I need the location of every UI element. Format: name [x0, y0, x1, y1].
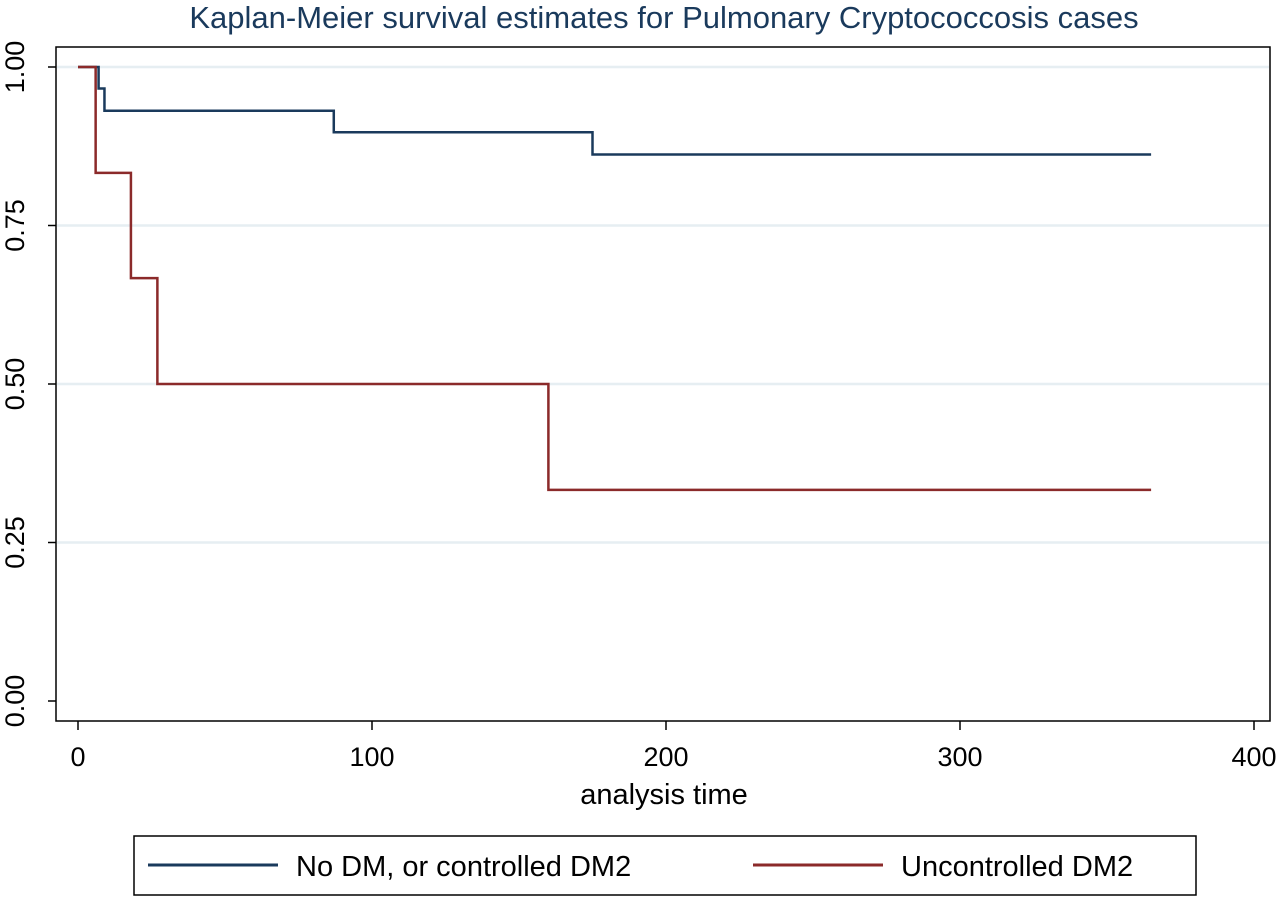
x-axis-label: analysis time [580, 779, 748, 811]
x-tick-label: 400 [1231, 742, 1276, 772]
x-tick-label: 100 [349, 742, 394, 772]
legend-label-uncontrolled-dm2: Uncontrolled DM2 [901, 851, 1133, 883]
series-layer [78, 65, 1152, 492]
y-tick-label: 0.50 [0, 358, 30, 411]
x-tick-label: 0 [70, 742, 85, 772]
legend-label-no-dm: No DM, or controlled DM2 [296, 851, 631, 883]
chart-title: Kaplan-Meier survival estimates for Pulm… [189, 0, 1138, 35]
series-uncontrolled-dm2-line [78, 65, 1152, 492]
x-tick-label: 300 [937, 742, 982, 772]
y-tick-label: 0.75 [0, 199, 30, 252]
x-axis: 0 100 200 300 400 [70, 721, 1277, 772]
y-tick-label: 0.00 [0, 675, 30, 728]
y-tick-label: 0.25 [0, 516, 30, 569]
y-tick-label: 1.00 [0, 41, 30, 94]
y-axis: 0.00 0.25 0.50 0.75 1.00 [0, 41, 56, 728]
x-tick-label: 200 [643, 742, 688, 772]
legend [133, 835, 1197, 896]
series-no-dm-line [78, 65, 1152, 156]
